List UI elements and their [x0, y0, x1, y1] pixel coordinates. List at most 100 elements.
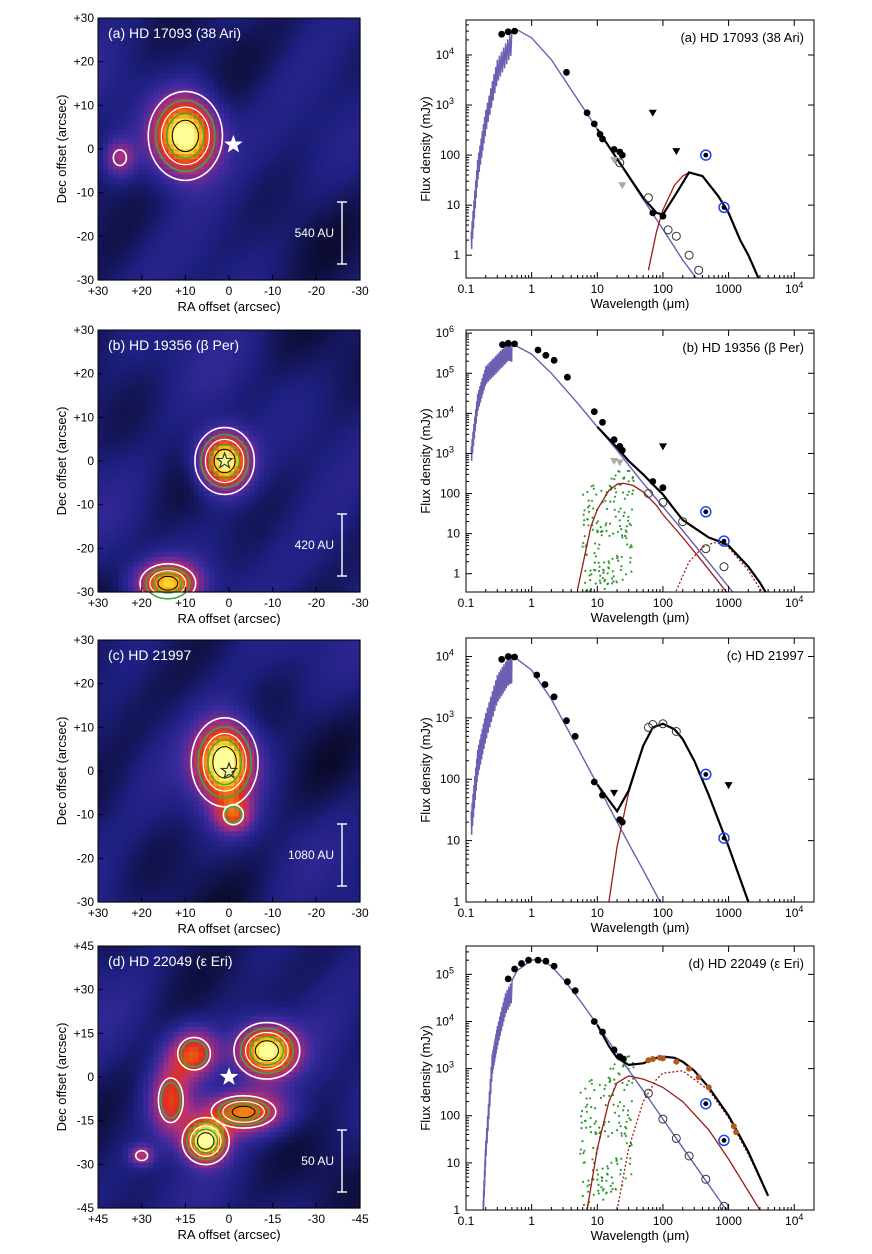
map-pixel: [354, 269, 361, 276]
map-pixel: [198, 400, 205, 407]
map-pixel: [314, 23, 321, 29]
map-pixel: [203, 199, 210, 206]
map-pixel: [289, 78, 296, 85]
map-pixel: [138, 169, 144, 175]
map-pixel: [234, 123, 240, 130]
map-pixel: [344, 88, 351, 95]
map-pixel: [334, 174, 341, 180]
map-pixel: [269, 33, 275, 39]
map-pixel: [193, 350, 200, 356]
map-pixel: [239, 365, 245, 371]
map-pixel: [188, 551, 195, 558]
map-pixel: [178, 38, 185, 44]
map-pixel: [279, 174, 286, 180]
map-pixel: [123, 73, 129, 80]
map-pixel: [279, 259, 286, 266]
map-pixel: [193, 476, 200, 482]
map-pixel: [254, 143, 260, 150]
map-pixel: [143, 239, 149, 246]
map-pixel: [183, 118, 190, 125]
map-pixel: [148, 481, 155, 487]
map-pixel: [223, 78, 230, 85]
map-pixel: [284, 380, 291, 387]
map-pixel: [289, 118, 296, 125]
map-pixel: [118, 556, 124, 563]
map-pixel: [168, 541, 175, 548]
map-pixel: [284, 335, 291, 341]
map-pixel: [168, 330, 175, 336]
map-pixel: [158, 53, 165, 59]
map-pixel: [183, 561, 190, 568]
map-pixel: [178, 566, 185, 573]
map-pixel: [269, 476, 275, 482]
map-pixel: [173, 410, 180, 417]
map-pixel: [289, 123, 296, 130]
map-pixel: [229, 128, 235, 135]
map-pixel: [304, 511, 311, 518]
map-pixel: [138, 93, 144, 100]
map-pixel: [143, 531, 149, 538]
map-pixel: [259, 410, 265, 417]
map-pixel: [138, 556, 144, 563]
map-pixel: [264, 184, 270, 190]
map-pixel: [178, 133, 185, 140]
map-pixel: [213, 355, 220, 361]
map-pixel: [213, 184, 220, 190]
map-pixel: [284, 63, 291, 69]
map-pixel: [198, 199, 205, 206]
map-pixel: [98, 526, 104, 533]
map-pixel: [264, 108, 270, 115]
map-pixel: [354, 179, 361, 185]
map-pixel: [208, 586, 215, 593]
map-pixel: [148, 360, 155, 366]
map-pixel: [304, 496, 311, 502]
map-pixel: [314, 184, 321, 190]
map-pixel: [254, 526, 260, 533]
map-pixel: [264, 269, 270, 276]
map-pixel: [244, 551, 250, 558]
map-pixel: [264, 58, 270, 64]
map-pixel: [304, 380, 311, 387]
map-pixel: [158, 43, 165, 49]
map-pixel: [103, 189, 109, 195]
map-pixel: [108, 264, 114, 271]
map-pixel: [279, 486, 286, 492]
map-pixel: [304, 335, 311, 341]
contour-line: [166, 112, 205, 159]
map-pixel: [108, 229, 114, 236]
map-pixel: [259, 541, 265, 548]
map-pixel: [223, 521, 230, 528]
map-pixel: [203, 561, 210, 568]
map-pixel: [118, 123, 124, 130]
map-pixel: [148, 88, 155, 95]
map-pixel: [304, 435, 311, 442]
map-pixel: [279, 425, 286, 432]
map-pixel: [218, 536, 225, 543]
map-pixel: [158, 375, 165, 381]
map-pixel: [354, 88, 361, 95]
map-pixel: [198, 189, 205, 195]
map-pixel: [168, 138, 175, 145]
map-pixel: [289, 546, 296, 553]
map-pixel: [223, 375, 230, 381]
map-pixel: [123, 128, 129, 135]
map-pixel: [319, 269, 326, 276]
map-pixel: [254, 425, 260, 432]
map-pixel: [123, 551, 129, 558]
map-pixel: [299, 501, 306, 507]
map-pixel: [163, 491, 170, 497]
map-pixel: [289, 390, 296, 397]
map-pixel: [138, 511, 144, 518]
map-pixel: [138, 78, 144, 85]
map-pixel: [294, 194, 301, 200]
map-pixel: [203, 536, 210, 543]
map-pixel: [299, 571, 306, 578]
map-pixel: [148, 430, 155, 437]
map-pixel: [289, 481, 296, 487]
map-pixel: [264, 103, 270, 110]
map-pixel: [264, 128, 270, 135]
map-pixel: [98, 496, 104, 502]
map-pixel: [264, 98, 270, 105]
map-pixel: [249, 551, 255, 558]
map-pixel: [314, 375, 321, 381]
